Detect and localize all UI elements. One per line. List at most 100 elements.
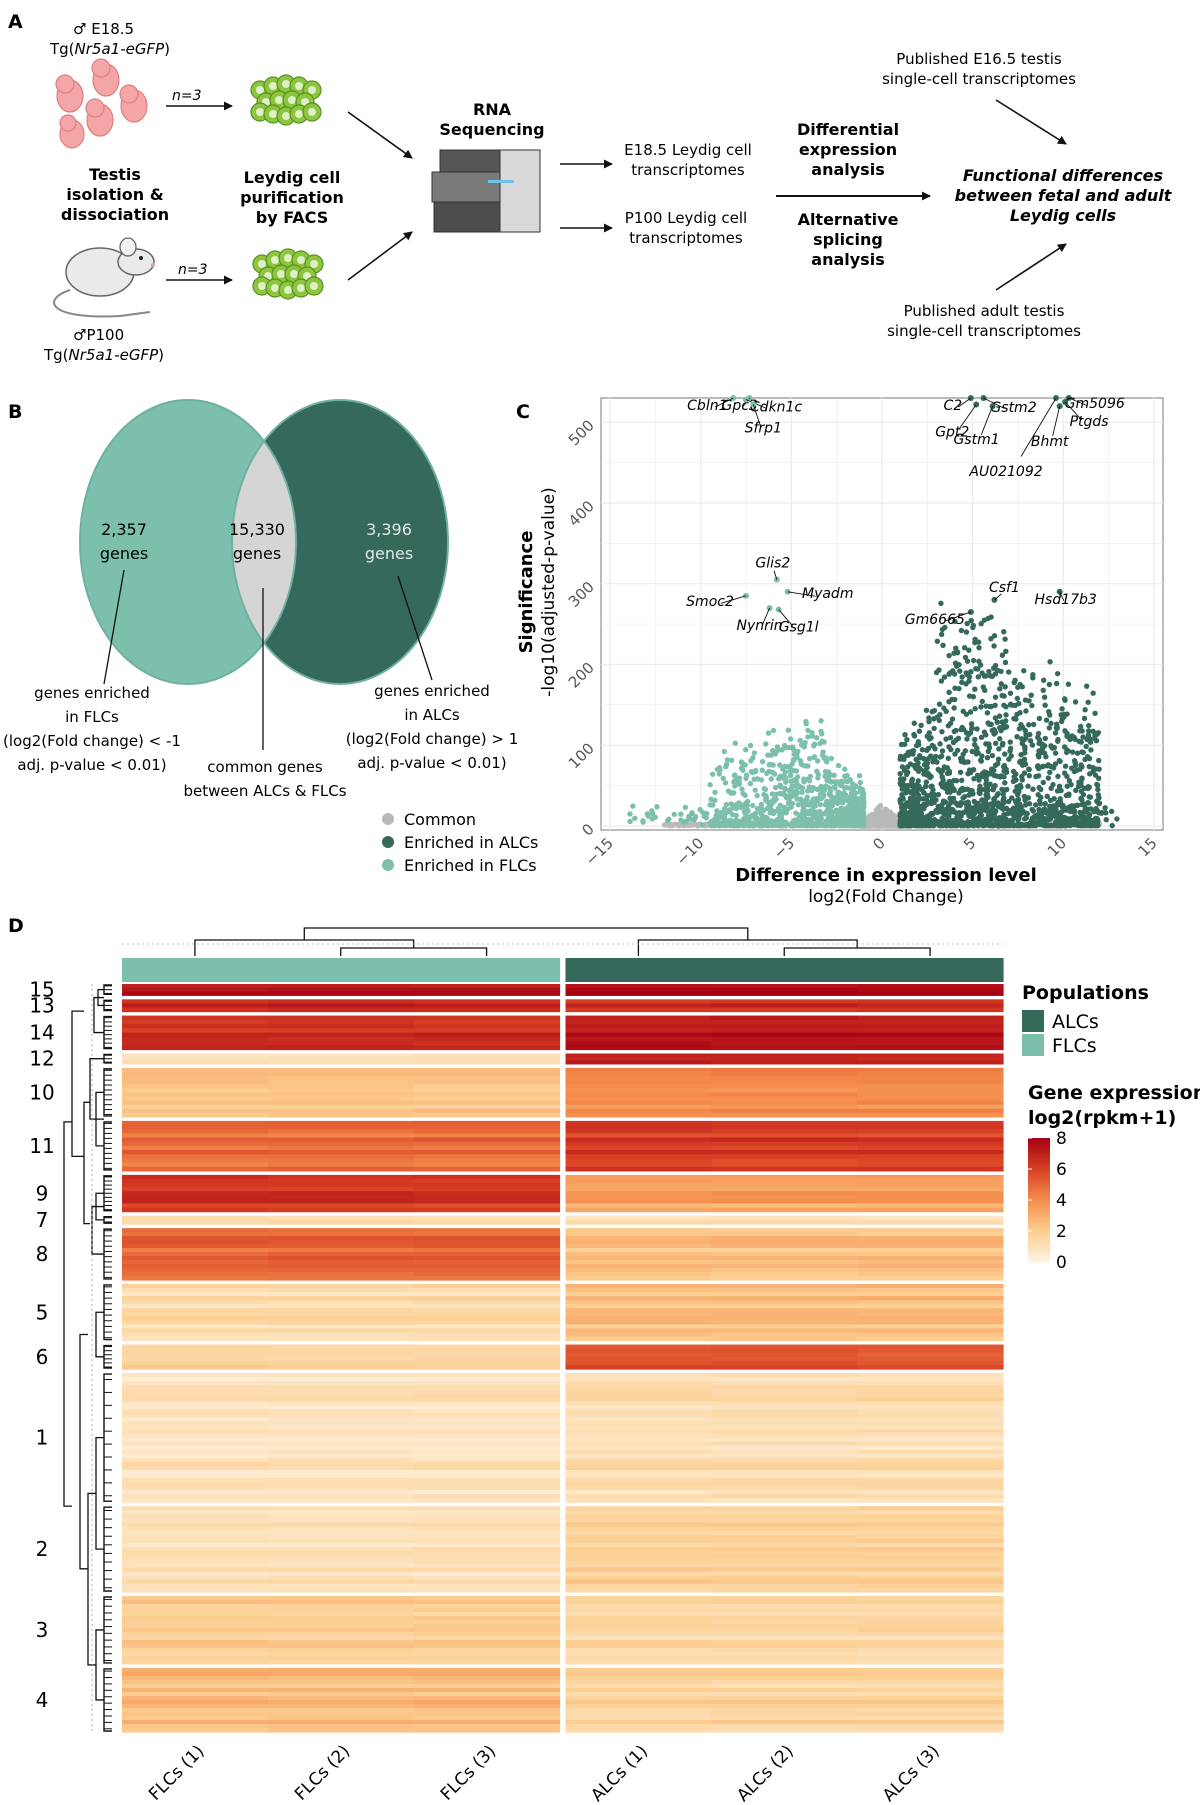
scale-bar-segment <box>1028 1148 1050 1151</box>
heatmap-cell <box>267 1364 415 1370</box>
volcano-point <box>818 795 825 802</box>
heatmap-cell <box>565 1409 712 1415</box>
leydig-label-line2: purification <box>240 188 344 207</box>
heatmap-cell <box>857 1615 1004 1621</box>
volcano-point <box>972 736 978 743</box>
volcano-point <box>983 792 989 798</box>
volcano-point <box>977 662 984 668</box>
heatmap-cell <box>267 1084 415 1089</box>
heatmap-cell <box>565 1635 712 1641</box>
heatmap-cell <box>565 1199 712 1205</box>
heatmap-cell <box>122 1364 269 1370</box>
volcano-point <box>797 818 803 825</box>
scale-bar-segment <box>1028 1181 1050 1184</box>
volcano-point <box>741 817 748 824</box>
heatmap-cell <box>122 1498 269 1503</box>
heatmap-cell <box>122 1141 269 1147</box>
heatmap-cell <box>565 1328 712 1334</box>
heatmap-cell <box>413 1191 561 1196</box>
volcano-point <box>900 796 906 802</box>
heatmap-cell <box>711 1615 858 1621</box>
volcano-point <box>969 725 975 731</box>
volcano-point <box>953 645 959 651</box>
volcano-point <box>1095 817 1101 823</box>
volcano-point <box>1085 732 1092 738</box>
heatmap-cell <box>711 1236 858 1241</box>
heatmap-cell <box>122 1104 269 1110</box>
heatmap-cell <box>413 1635 561 1641</box>
heatmap-cell <box>413 999 561 1004</box>
volcano-point <box>773 796 779 802</box>
panel-letter-b: B <box>8 401 22 423</box>
volcano-point <box>1079 749 1085 755</box>
volcano-point <box>688 821 695 828</box>
volcano-point <box>984 710 991 716</box>
row-dendrogram-branch <box>91 1205 104 1255</box>
volcano-point <box>901 756 907 762</box>
heatmap-cell <box>711 1260 858 1265</box>
heatmap-cell <box>122 1320 269 1325</box>
volcano-point <box>805 734 811 740</box>
volcano-point <box>905 810 911 817</box>
volcano-point <box>950 668 956 674</box>
volcano-point <box>870 821 877 827</box>
scale-tick-label: 4 <box>1056 1191 1067 1211</box>
heatmap-cell <box>711 1478 858 1483</box>
heatmap-cell <box>565 1300 712 1305</box>
heatmap-cell <box>711 1360 858 1366</box>
heatmap-cell <box>122 1703 269 1709</box>
row-dendrogram-leaf <box>103 1668 112 1732</box>
heatmap-cell <box>122 1461 269 1467</box>
heatmap-cell <box>413 1473 561 1479</box>
volcano-point <box>926 736 933 742</box>
volcano-point <box>819 738 825 744</box>
heatmap-cell <box>857 1174 1004 1180</box>
heatmap-cell <box>711 1510 858 1515</box>
volcano-point <box>1018 784 1024 790</box>
heatmap-cell <box>267 1377 415 1382</box>
heatmap-cell <box>565 1352 712 1358</box>
volcano-point <box>924 747 930 754</box>
heatmap-cell <box>267 1292 415 1297</box>
volcano-point <box>897 776 904 782</box>
volcano-point <box>1021 756 1028 762</box>
heatmap-cell <box>413 1296 561 1301</box>
scale-bar-segment <box>1028 1253 1050 1257</box>
volcano-gene-label: Csf1 <box>989 580 1020 596</box>
heatmap-cell <box>857 1619 1004 1625</box>
differential-line1: Differential <box>797 120 899 139</box>
volcano-point <box>1095 792 1101 798</box>
heatmap-cell <box>267 1587 415 1593</box>
heatmap-cell <box>565 1683 712 1689</box>
volcano-point <box>769 769 776 775</box>
volcano-point <box>983 703 989 709</box>
leydig-label-line3: by FACS <box>256 208 329 227</box>
volcano-point <box>1036 819 1042 826</box>
volcano-point <box>992 662 999 669</box>
heatmap-cell <box>413 1417 561 1423</box>
volcano-point <box>802 739 808 746</box>
volcano-point <box>1072 699 1079 705</box>
leydig-label: Leydig cell purification by FACS <box>240 168 344 227</box>
volcano-point <box>765 730 772 736</box>
volcano-point <box>900 814 906 820</box>
heatmap-cell <box>857 1312 1004 1317</box>
heatmap-cell <box>267 1174 415 1180</box>
volcano-point <box>958 813 964 819</box>
heatmap-cell <box>857 1639 1004 1645</box>
heatmap-cell <box>711 1283 858 1289</box>
heatmap-cell <box>711 1494 858 1499</box>
volcano-point <box>948 746 954 753</box>
heatmap-cell <box>565 1080 712 1085</box>
heatmap-cell <box>267 1145 415 1151</box>
heatmap-cell <box>122 1473 269 1479</box>
volcano-point <box>930 743 936 749</box>
arrow-cells-bottom-to-seq <box>347 231 413 281</box>
heatmap-cell <box>267 1199 415 1205</box>
volcano-point <box>939 773 945 780</box>
heatmap-cell <box>565 1711 712 1717</box>
volcano-point <box>927 812 933 818</box>
heatmap-cell <box>267 1296 415 1301</box>
volcano-point <box>1059 820 1066 826</box>
heatmap-cell <box>711 1154 858 1159</box>
